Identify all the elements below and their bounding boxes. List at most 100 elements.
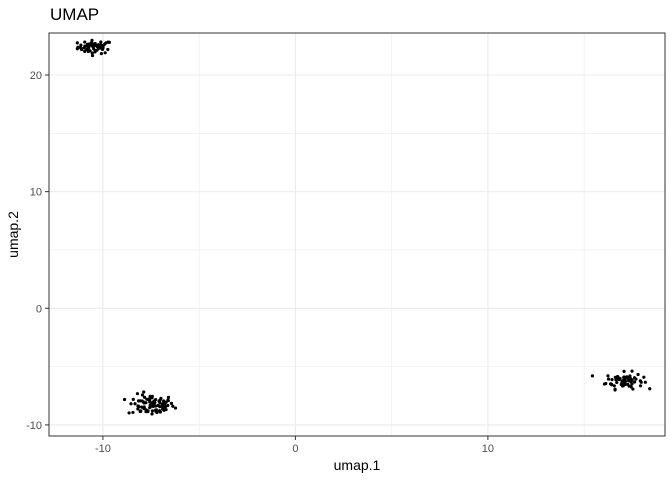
data-point — [631, 387, 635, 391]
data-point — [79, 43, 83, 47]
data-point — [99, 51, 103, 56]
data-point — [617, 376, 621, 380]
data-point — [171, 404, 175, 408]
data-point — [163, 402, 167, 406]
data-point — [88, 49, 92, 53]
data-point — [146, 409, 150, 413]
data-point — [140, 405, 144, 409]
data-point — [630, 382, 634, 386]
data-point — [138, 409, 143, 414]
x-axis-title: umap.1 — [334, 457, 381, 473]
data-point — [626, 382, 630, 386]
data-point — [627, 378, 631, 382]
x-tick-label: -10 — [95, 443, 111, 455]
data-point — [87, 42, 91, 46]
data-point — [150, 396, 154, 400]
data-point — [106, 40, 110, 44]
data-point — [630, 369, 634, 373]
data-point — [127, 411, 131, 415]
data-point — [82, 46, 86, 50]
data-point — [606, 377, 611, 381]
chart-title: UMAP — [50, 5, 100, 24]
data-point — [619, 382, 623, 387]
data-point — [614, 378, 618, 382]
data-point — [156, 403, 160, 407]
data-point — [169, 401, 174, 405]
data-point — [622, 375, 626, 379]
data-point — [142, 390, 146, 394]
data-point — [622, 369, 626, 373]
panel-border — [48, 32, 666, 437]
data-point — [80, 47, 84, 52]
data-point — [99, 44, 103, 48]
data-point — [643, 380, 647, 384]
data-point — [639, 380, 643, 384]
data-point — [154, 408, 158, 412]
data-point — [99, 40, 103, 44]
data-point — [166, 395, 171, 399]
y-tick-label: -10 — [26, 420, 42, 432]
x-tick-label: 10 — [482, 443, 494, 455]
x-tick-label: 0 — [292, 443, 298, 455]
data-point — [100, 47, 104, 51]
data-point — [129, 402, 133, 406]
data-point — [75, 41, 79, 45]
data-point — [76, 45, 80, 49]
data-point — [150, 412, 154, 416]
data-point — [608, 382, 613, 386]
data-point — [151, 402, 155, 406]
data-point — [133, 402, 137, 406]
data-point — [93, 50, 97, 54]
data-point — [135, 392, 140, 396]
data-point — [633, 380, 637, 384]
data-point — [166, 398, 170, 402]
data-point — [90, 53, 95, 58]
data-point — [90, 51, 94, 55]
data-point — [623, 379, 628, 383]
data-point — [173, 406, 178, 410]
data-point — [148, 403, 152, 408]
data-point — [613, 388, 617, 392]
data-point — [157, 409, 162, 413]
data-point — [158, 398, 162, 402]
data-point — [103, 51, 107, 55]
data-point — [590, 374, 595, 378]
data-point — [164, 407, 168, 412]
y-axis-title: umap.2 — [5, 211, 21, 258]
data-point — [92, 47, 96, 51]
data-point — [625, 375, 629, 379]
data-point — [140, 393, 144, 397]
data-point — [612, 384, 616, 388]
data-point — [629, 385, 633, 389]
data-point — [150, 409, 155, 413]
x-axis-ticks: -10 0 10 — [95, 436, 494, 455]
data-point — [142, 401, 146, 405]
data-point — [638, 384, 643, 388]
data-point — [142, 395, 147, 399]
data-point — [122, 397, 127, 402]
y-tick-label: 0 — [36, 303, 42, 315]
data-point — [131, 410, 135, 415]
data-point — [86, 45, 90, 49]
data-point — [158, 400, 162, 405]
data-point — [636, 372, 640, 377]
data-point — [138, 399, 142, 403]
data-point — [606, 374, 610, 378]
data-point — [137, 404, 141, 409]
y-axis-ticks: -10 0 10 20 — [26, 70, 49, 432]
data-point — [147, 398, 151, 402]
y-tick-label: 10 — [30, 187, 42, 199]
data-point — [154, 397, 158, 402]
y-tick-label: 20 — [30, 70, 42, 82]
data-point — [142, 405, 146, 409]
data-point — [648, 387, 652, 391]
data-point — [632, 376, 637, 380]
data-point — [131, 397, 135, 401]
data-point — [610, 377, 614, 382]
data-point — [90, 38, 94, 42]
data-points — [75, 38, 652, 416]
data-point — [154, 404, 158, 408]
data-point — [106, 47, 110, 52]
data-point — [90, 44, 94, 48]
